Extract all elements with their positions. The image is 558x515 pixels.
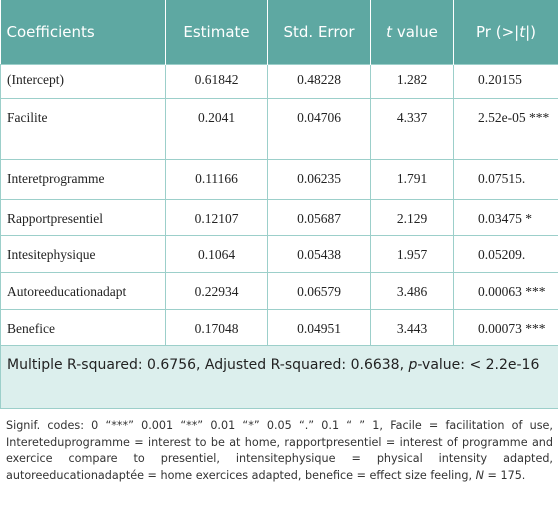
cell: 4.337 <box>370 98 454 160</box>
footnote-italic: N <box>475 468 484 482</box>
header-rest: value <box>392 23 438 41</box>
row-label: Rapportpresentiel <box>0 199 166 236</box>
table-row: (Intercept) 0.61842 0.48228 1.282 0.20155 <box>0 64 558 99</box>
row-label: Benefice <box>0 309 166 346</box>
cell: 0.07515. <box>453 159 558 200</box>
cell: 0.03475 * <box>453 199 558 236</box>
header-cell: Estimate <box>165 0 268 65</box>
summary-row: Multiple R-squared: 0.6756, Adjusted R-s… <box>0 345 558 409</box>
row-label: (Intercept) <box>0 64 166 99</box>
cell: 0.04706 <box>267 98 371 160</box>
cell: 0.17048 <box>165 309 268 346</box>
cell: 0.00073 *** <box>453 309 558 346</box>
cell: 1.957 <box>370 235 454 273</box>
cell: 0.04951 <box>267 309 371 346</box>
cell: 0.11166 <box>165 159 268 200</box>
cell: 0.00063 *** <box>453 272 558 310</box>
cell: 0.05687 <box>267 199 371 236</box>
cell: 0.05209. <box>453 235 558 273</box>
cell: 0.1064 <box>165 235 268 273</box>
cell: 0.06579 <box>267 272 371 310</box>
header-cell: Coefficients <box>0 0 166 65</box>
header-cell: t value <box>370 0 454 65</box>
cell: 3.443 <box>370 309 454 346</box>
cell: 2.129 <box>370 199 454 236</box>
summary-prefix: Multiple R-squared: 0.6756, Adjusted R-s… <box>7 357 409 373</box>
cell: 0.48228 <box>267 64 371 99</box>
table-header: Coefficients Estimate Std. Error t value Pr … <box>0 0 558 65</box>
footnote: Signif. codes: 0 “***” 0.001 “**” 0.01 “… <box>0 409 558 484</box>
cell: 0.12107 <box>165 199 268 236</box>
summary-suffix: -value: < 2.2e-16 <box>417 357 540 373</box>
cell: 1.791 <box>370 159 454 200</box>
cell: 2.52e-05 *** <box>453 98 558 160</box>
summary-cell: Multiple R-squared: 0.6756, Adjusted R-s… <box>0 345 558 409</box>
header-cell: Std. Error <box>267 0 371 65</box>
cell: 1.282 <box>370 64 454 99</box>
footnote-text: Signif. codes: 0 “***” 0.001 “**” 0.01 “… <box>6 419 553 482</box>
header-italic: t <box>386 23 393 41</box>
coefficient-table: Coefficients Estimate Std. Error t value Pr … <box>0 0 558 409</box>
footnote-suffix: = 175. <box>483 468 526 482</box>
row-label: Autoreeducationadapt <box>0 272 166 310</box>
table-row: Benefice 0.17048 0.04951 3.443 0.00073 *** <box>0 309 558 346</box>
row-label: Intesitephysique <box>0 235 166 273</box>
cell: 0.06235 <box>267 159 371 200</box>
cell: 0.61842 <box>165 64 268 99</box>
cell: 0.20155 <box>453 64 558 99</box>
cell: 0.22934 <box>165 272 268 310</box>
header-prefix: Pr (>| <box>476 23 520 41</box>
summary-italic: p <box>408 357 418 373</box>
cell: 3.486 <box>370 272 454 310</box>
table-row: Facilite 0.2041 0.04706 4.337 2.52e-05 *** <box>0 98 558 160</box>
table-body: (Intercept) 0.61842 0.48228 1.282 0.20155 Fac… <box>0 64 558 409</box>
table-row: Intesitephysique 0.1064 0.05438 1.957 0.0520… <box>0 235 558 273</box>
table-row: Autoreeducationadapt 0.22934 0.06579 3.486 0… <box>0 272 558 310</box>
cell: 0.2041 <box>165 98 268 160</box>
header-cell: Pr (>|t|) <box>453 0 558 65</box>
table-row: Interetprogramme 0.11166 0.06235 1.791 0.075… <box>0 159 558 200</box>
cell: 0.05438 <box>267 235 371 273</box>
row-label: Interetprogramme <box>0 159 166 200</box>
header-italic: t <box>519 23 526 41</box>
table-row: Rapportpresentiel 0.12107 0.05687 2.129 0.03… <box>0 199 558 236</box>
row-label: Facilite <box>0 98 166 160</box>
header-suffix: |) <box>525 23 536 41</box>
